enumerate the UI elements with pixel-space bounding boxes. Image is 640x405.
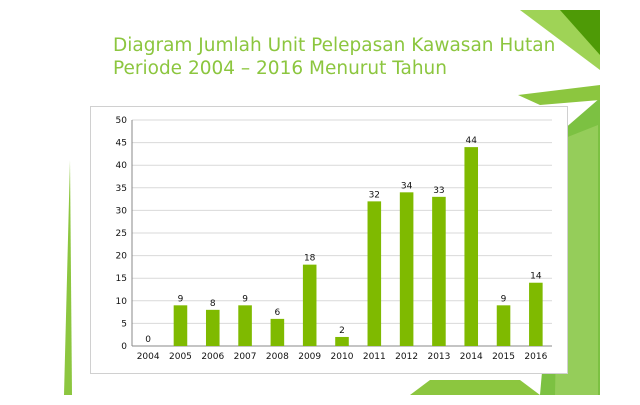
bar-2015 <box>496 305 511 346</box>
bar-2014 <box>464 147 479 346</box>
data-label-2009: 18 <box>304 254 316 264</box>
x-tick-label-2013: 2013 <box>427 352 450 362</box>
data-label-2011: 32 <box>369 190 380 200</box>
bar-2009 <box>302 264 317 346</box>
y-tick-label: 0 <box>121 342 127 352</box>
x-tick-label-2008: 2008 <box>266 352 289 362</box>
data-label-2007: 9 <box>242 294 248 304</box>
x-tick-label-2010: 2010 <box>331 352 354 362</box>
bar-2013 <box>432 196 446 346</box>
data-label-2010: 2 <box>339 326 345 336</box>
y-tick-label: 45 <box>116 139 127 149</box>
mid-right-stripe <box>518 85 600 105</box>
y-tick-label: 20 <box>116 252 128 262</box>
title-line-1: Diagram Jumlah Unit Pelepasan Kawasan Hu… <box>113 35 556 56</box>
data-label-2015: 9 <box>501 294 507 304</box>
bar-2011 <box>367 201 382 346</box>
data-label-2005: 9 <box>178 294 184 304</box>
x-tick-label-2011: 2011 <box>363 352 386 362</box>
left-green-wedge <box>64 160 72 395</box>
x-tick-label-2007: 2007 <box>234 352 257 362</box>
bar-2008 <box>270 318 285 346</box>
x-tick-label-2014: 2014 <box>460 352 483 362</box>
y-tick-label: 25 <box>116 229 127 239</box>
data-label-2013: 33 <box>433 186 444 196</box>
bottom-green-strip <box>410 380 540 395</box>
x-tick-label-2015: 2015 <box>492 352 515 362</box>
bar-2005 <box>173 305 188 346</box>
title-line-2: Periode 2004 – 2016 Menurut Tahun <box>113 58 448 79</box>
bar-2012 <box>399 192 414 346</box>
y-tick-label: 10 <box>116 297 128 307</box>
data-label-2012: 34 <box>401 181 413 191</box>
chart-frame <box>90 106 568 374</box>
slide-title: Diagram Jumlah Unit Pelepasan Kawasan Hu… <box>113 34 583 80</box>
x-tick-label-2016: 2016 <box>524 352 547 362</box>
bar-2007 <box>238 305 252 346</box>
bar-chart: 0 5 10 15 20 25 30 35 40 45 50 0 2004 9 2005 8 2006 9 2007… <box>116 116 552 362</box>
data-label-2006: 8 <box>210 299 216 309</box>
y-tick-label: 35 <box>116 184 127 194</box>
top-right-light-wedge <box>520 10 600 70</box>
x-tick-label-2006: 2006 <box>201 352 224 362</box>
bar-2006 <box>205 309 220 346</box>
y-tick-label: 5 <box>121 319 127 329</box>
y-tick-label: 50 <box>116 116 128 126</box>
x-tick-label-2012: 2012 <box>395 352 418 362</box>
x-tick-label-2009: 2009 <box>298 352 321 362</box>
y-tick-label: 30 <box>116 206 128 216</box>
bar-2010 <box>335 336 349 346</box>
x-tick-label-2005: 2005 <box>169 352 192 362</box>
data-label-2014: 44 <box>466 136 478 146</box>
x-tick-label-2004: 2004 <box>137 352 160 362</box>
bar-2016 <box>529 282 543 346</box>
data-label-2004: 0 <box>145 335 151 345</box>
y-tick-label: 40 <box>116 161 128 171</box>
data-label-2008: 6 <box>275 308 281 318</box>
y-tick-label: 15 <box>116 274 127 284</box>
data-label-2016: 14 <box>530 272 542 282</box>
